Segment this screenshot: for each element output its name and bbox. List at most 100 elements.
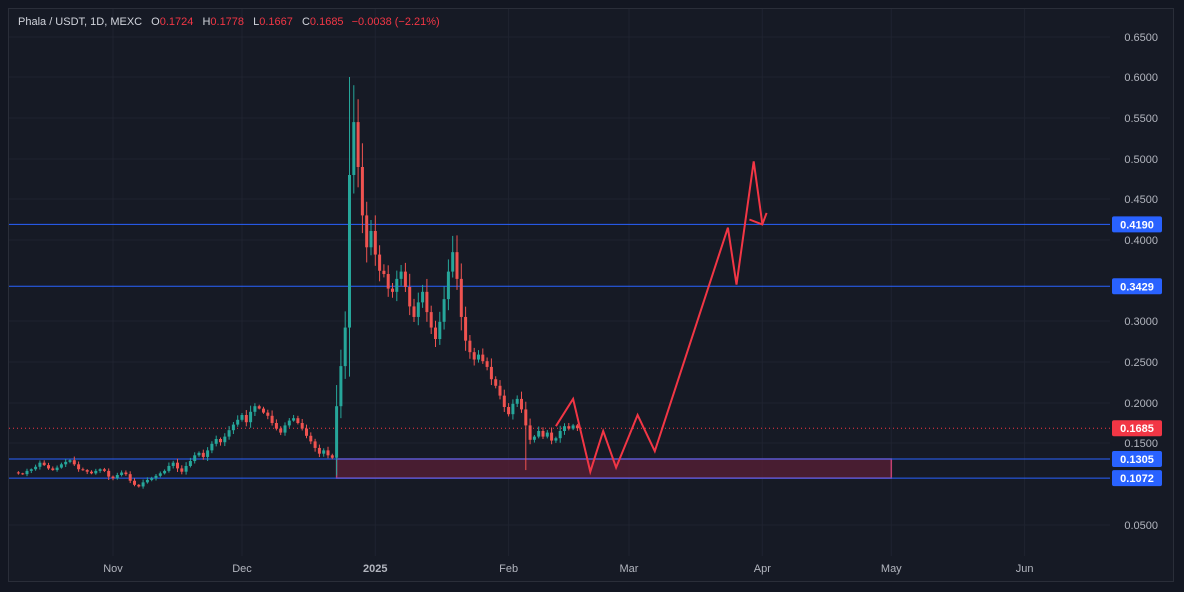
- candle-body[interactable]: [72, 460, 76, 465]
- candle-body[interactable]: [455, 252, 459, 279]
- candle-body[interactable]: [98, 469, 102, 471]
- candle-body[interactable]: [472, 352, 476, 360]
- candle-body[interactable]: [369, 230, 373, 248]
- candle-body[interactable]: [537, 431, 541, 437]
- candle-body[interactable]: [563, 426, 566, 431]
- candle-body[interactable]: [300, 423, 304, 429]
- candle-body[interactable]: [541, 431, 545, 437]
- candle-body[interactable]: [489, 366, 493, 380]
- candle-body[interactable]: [55, 467, 59, 471]
- candle-body[interactable]: [292, 418, 296, 421]
- candle-body[interactable]: [442, 299, 446, 322]
- candle-body[interactable]: [382, 270, 386, 275]
- candle-body[interactable]: [429, 312, 433, 328]
- candle-body[interactable]: [571, 425, 575, 429]
- candle-body[interactable]: [266, 412, 270, 416]
- candle-body[interactable]: [145, 479, 149, 483]
- candle-body[interactable]: [231, 424, 235, 431]
- candle-body[interactable]: [107, 470, 111, 477]
- candle-body[interactable]: [287, 420, 291, 426]
- candle-body[interactable]: [141, 482, 145, 487]
- candle-body[interactable]: [201, 452, 205, 457]
- candle-body[interactable]: [223, 436, 227, 443]
- candle-body[interactable]: [378, 254, 382, 271]
- candle-body[interactable]: [550, 432, 554, 441]
- candle-body[interactable]: [421, 291, 425, 303]
- candle-body[interactable]: [485, 361, 489, 367]
- candle-body[interactable]: [554, 438, 558, 441]
- candle-body[interactable]: [507, 407, 511, 415]
- candle-body[interactable]: [502, 395, 506, 407]
- candle-body[interactable]: [481, 354, 485, 362]
- candle-body[interactable]: [515, 398, 519, 404]
- candle-body[interactable]: [137, 484, 141, 487]
- candle-body[interactable]: [176, 462, 179, 469]
- candle-body[interactable]: [477, 354, 480, 360]
- candle-body[interactable]: [210, 443, 214, 451]
- candle-body[interactable]: [128, 474, 132, 481]
- candle-body[interactable]: [395, 278, 399, 292]
- candle-body[interactable]: [77, 464, 81, 470]
- candle-body[interactable]: [171, 462, 175, 466]
- candle-body[interactable]: [81, 469, 85, 471]
- candle-body[interactable]: [197, 452, 201, 456]
- candle-body[interactable]: [219, 439, 222, 443]
- candle-body[interactable]: [434, 327, 437, 340]
- candle-body[interactable]: [352, 122, 356, 175]
- candle-body[interactable]: [227, 430, 231, 437]
- candle-body[interactable]: [279, 428, 283, 433]
- candle-body[interactable]: [326, 450, 330, 456]
- candle-body[interactable]: [120, 472, 124, 475]
- candle-body[interactable]: [438, 321, 442, 340]
- candle-body[interactable]: [167, 465, 171, 471]
- candle-body[interactable]: [386, 274, 390, 289]
- candle-body[interactable]: [309, 435, 313, 442]
- candle-body[interactable]: [494, 379, 498, 386]
- candle-body[interactable]: [154, 475, 158, 479]
- candle-body[interactable]: [524, 409, 528, 426]
- candle-body[interactable]: [34, 466, 38, 470]
- candle-body[interactable]: [16, 472, 20, 474]
- candle-body[interactable]: [528, 425, 532, 440]
- candle-body[interactable]: [464, 316, 468, 341]
- projection-path[interactable]: [555, 161, 764, 476]
- candle-body[interactable]: [193, 455, 197, 462]
- candle-body[interactable]: [356, 122, 360, 167]
- candle-body[interactable]: [257, 406, 261, 409]
- candle-body[interactable]: [94, 470, 98, 474]
- candle-body[interactable]: [348, 175, 351, 328]
- candle-body[interactable]: [47, 465, 50, 469]
- candle-body[interactable]: [459, 278, 463, 317]
- candle-body[interactable]: [42, 462, 46, 466]
- candle-body[interactable]: [68, 460, 72, 462]
- candle-body[interactable]: [343, 327, 347, 367]
- candle-body[interactable]: [317, 447, 321, 454]
- candle-body[interactable]: [51, 468, 55, 471]
- candle-body[interactable]: [124, 472, 128, 475]
- candle-body[interactable]: [416, 302, 420, 317]
- candle-body[interactable]: [468, 340, 472, 353]
- candle-body[interactable]: [558, 431, 562, 439]
- candle-body[interactable]: [262, 408, 265, 413]
- candle-body[interactable]: [158, 473, 162, 476]
- candle-body[interactable]: [399, 271, 403, 279]
- candle-body[interactable]: [511, 403, 515, 415]
- candle-body[interactable]: [532, 436, 536, 440]
- candle-body[interactable]: [446, 271, 450, 300]
- candle-body[interactable]: [188, 461, 192, 466]
- candle-body[interactable]: [38, 462, 42, 467]
- candle-body[interactable]: [184, 465, 188, 472]
- candle-body[interactable]: [330, 455, 334, 458]
- candle-body[interactable]: [270, 415, 274, 423]
- candle-body[interactable]: [206, 450, 210, 457]
- candle-body[interactable]: [567, 426, 571, 429]
- candle-body[interactable]: [360, 167, 364, 216]
- candle-body[interactable]: [249, 411, 253, 423]
- candle-body[interactable]: [373, 230, 377, 255]
- candle-body[interactable]: [244, 415, 248, 423]
- candle-body[interactable]: [25, 470, 29, 475]
- candle-body[interactable]: [322, 450, 326, 454]
- candle-body[interactable]: [64, 461, 68, 465]
- candle-body[interactable]: [305, 428, 308, 436]
